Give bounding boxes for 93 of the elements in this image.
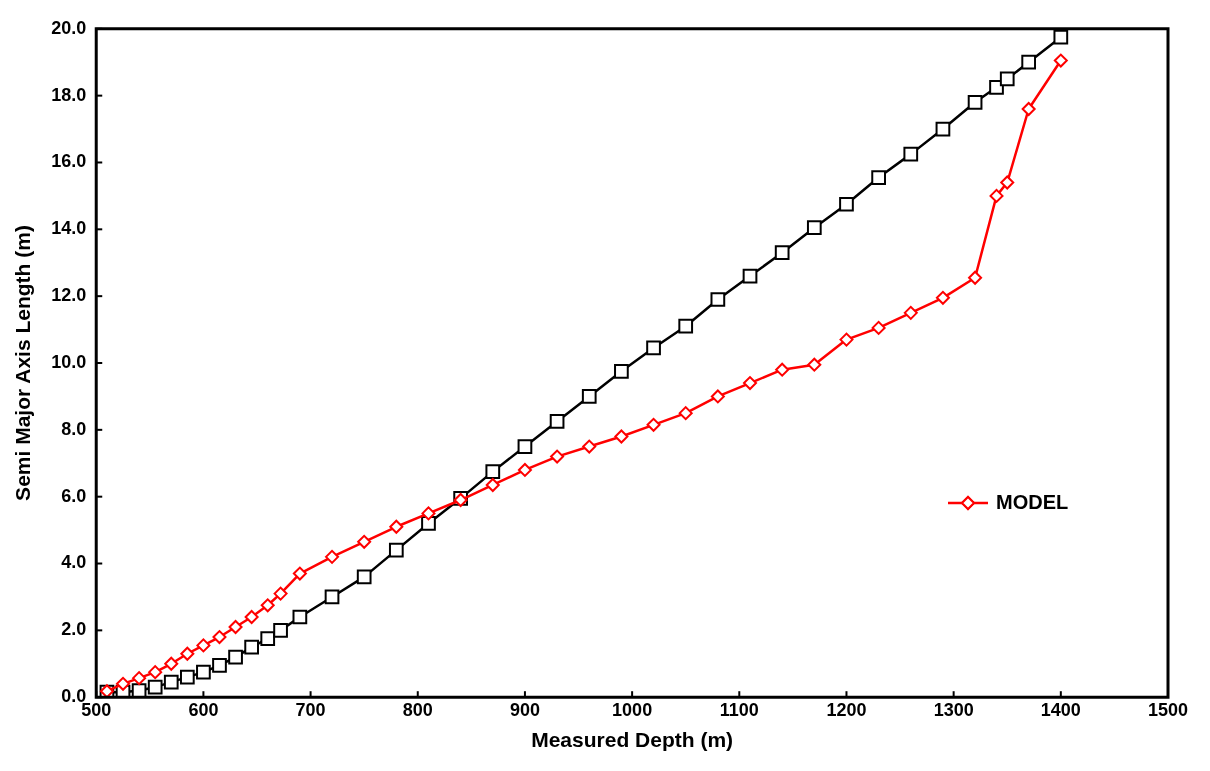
y-tick-label: 8.0 <box>61 418 87 439</box>
x-tick-label: 1200 <box>826 699 867 720</box>
point <box>989 79 1004 95</box>
y-axis-title: Semi Major Axis Length (m) <box>11 225 35 501</box>
point <box>228 649 243 665</box>
x-tick-label: 1100 <box>719 699 759 720</box>
point <box>244 639 259 655</box>
point <box>743 376 758 391</box>
point <box>871 320 886 335</box>
x-tick-label: 700 <box>295 699 326 720</box>
point <box>646 417 661 432</box>
point <box>678 406 693 421</box>
point <box>179 669 195 685</box>
y-tick-label: 20.0 <box>51 17 87 38</box>
point <box>116 676 131 691</box>
point <box>147 679 163 695</box>
point <box>292 609 308 625</box>
point <box>132 671 147 686</box>
point <box>196 638 211 653</box>
point <box>935 290 950 305</box>
point <box>517 462 532 477</box>
point <box>999 71 1015 87</box>
point <box>1053 53 1068 68</box>
y-tick-label: 10.0 <box>51 351 87 372</box>
point <box>164 656 179 671</box>
point <box>989 188 1004 203</box>
point <box>935 121 951 137</box>
point <box>421 506 436 521</box>
point <box>196 664 211 680</box>
point <box>582 439 597 454</box>
point <box>839 196 854 212</box>
y-tick-label: 2.0 <box>61 619 87 640</box>
y-tick-label: 16.0 <box>51 151 87 172</box>
point <box>244 609 259 624</box>
point <box>212 658 227 673</box>
point <box>968 270 983 285</box>
point <box>742 268 758 284</box>
point <box>292 566 307 581</box>
point <box>485 464 501 479</box>
point <box>180 646 195 661</box>
x-tick-label: 600 <box>188 699 219 720</box>
point <box>678 318 694 334</box>
y-tick-label: 4.0 <box>61 552 87 573</box>
legend-label: MODEL <box>996 490 1069 513</box>
point <box>1053 29 1069 45</box>
x-tick-label: 1400 <box>1040 699 1081 720</box>
point <box>839 332 854 347</box>
point <box>774 245 790 261</box>
point <box>1000 175 1015 190</box>
y-tick-label: 18.0 <box>51 84 87 105</box>
x-tick-label: 900 <box>509 699 540 720</box>
point <box>775 362 790 377</box>
point <box>260 631 276 647</box>
x-tick-label: 1000 <box>612 699 653 720</box>
point <box>550 449 565 464</box>
point <box>163 674 179 690</box>
x-axis-title: Measured Depth (m) <box>531 728 734 752</box>
point <box>273 623 288 638</box>
point <box>273 586 288 601</box>
point <box>389 519 404 534</box>
point <box>1021 54 1037 70</box>
x-tick-label: 1500 <box>1147 699 1189 720</box>
point <box>806 220 822 236</box>
point <box>325 549 340 564</box>
y-tick-label: 12.0 <box>51 285 87 306</box>
point <box>614 429 629 444</box>
point <box>807 357 822 372</box>
point <box>388 542 404 558</box>
point <box>356 569 372 585</box>
point <box>357 534 372 549</box>
point <box>517 439 533 454</box>
point <box>614 363 629 379</box>
point <box>148 665 163 680</box>
point <box>710 292 726 307</box>
point <box>228 620 243 635</box>
point <box>646 340 661 356</box>
point <box>485 477 500 492</box>
point <box>967 94 983 110</box>
point <box>871 170 886 185</box>
y-tick-label: 14.0 <box>51 218 87 239</box>
point <box>903 305 918 320</box>
point <box>710 389 725 404</box>
y-tick-label: 6.0 <box>61 485 87 506</box>
point <box>212 630 227 645</box>
point <box>549 414 565 429</box>
point <box>1021 102 1036 117</box>
x-tick-label: 800 <box>402 699 433 720</box>
x-tick-label: 1300 <box>933 699 974 720</box>
point <box>260 598 275 613</box>
point <box>324 589 340 605</box>
point <box>581 389 597 404</box>
point <box>421 516 436 531</box>
point <box>903 146 919 162</box>
